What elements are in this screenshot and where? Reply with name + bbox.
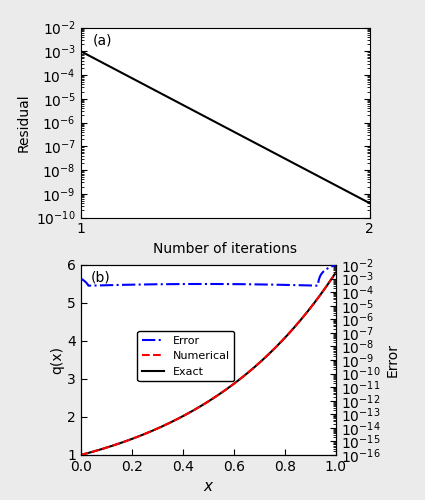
Line: Error: Error (81, 265, 336, 285)
Numerical (287, 330, 292, 336)
Numerical (78, 452, 83, 458)
Error (217, 281, 222, 287)
Exact (199, 402, 204, 408)
Y-axis label: Residual: Residual (17, 93, 31, 152)
Exact (333, 270, 338, 276)
Numerical (201, 402, 206, 407)
Error (328, 264, 333, 270)
Text: (a): (a) (92, 33, 112, 47)
X-axis label: x: x (204, 480, 213, 494)
Error (201, 281, 207, 287)
Line: Exact: Exact (81, 272, 336, 455)
Y-axis label: Error: Error (386, 343, 400, 377)
Numerical (199, 402, 204, 408)
Numerical (333, 270, 338, 276)
Line: Numerical: Numerical (81, 272, 336, 455)
Exact (78, 452, 83, 458)
Error (288, 282, 293, 288)
Text: (b): (b) (91, 270, 110, 284)
X-axis label: Number of iterations: Number of iterations (153, 242, 297, 256)
Error (78, 276, 83, 281)
Exact (230, 382, 235, 388)
Numerical (216, 392, 221, 398)
Error (333, 262, 338, 268)
Error (86, 282, 91, 288)
Numerical (230, 382, 235, 388)
Exact (201, 402, 206, 407)
Error (230, 281, 235, 287)
Numerical (327, 278, 332, 284)
Y-axis label: q(x): q(x) (50, 346, 64, 374)
Exact (327, 278, 332, 284)
Exact (216, 392, 221, 398)
Exact (287, 330, 292, 336)
Legend: Error, Numerical, Exact: Error, Numerical, Exact (137, 331, 235, 381)
Error (200, 281, 205, 287)
